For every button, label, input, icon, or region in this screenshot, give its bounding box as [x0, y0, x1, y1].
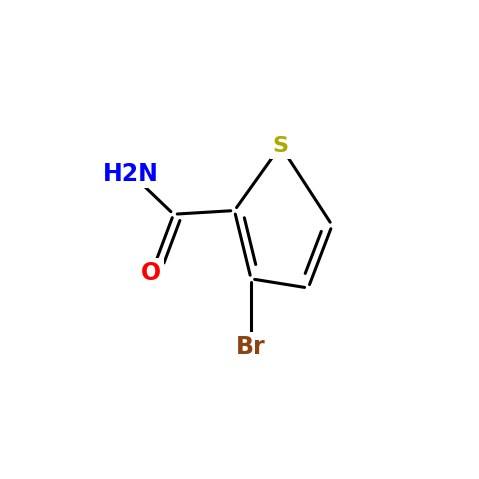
Text: Br: Br: [236, 335, 266, 359]
Text: O: O: [141, 261, 161, 285]
Text: S: S: [273, 136, 288, 156]
Text: H2N: H2N: [103, 161, 159, 186]
